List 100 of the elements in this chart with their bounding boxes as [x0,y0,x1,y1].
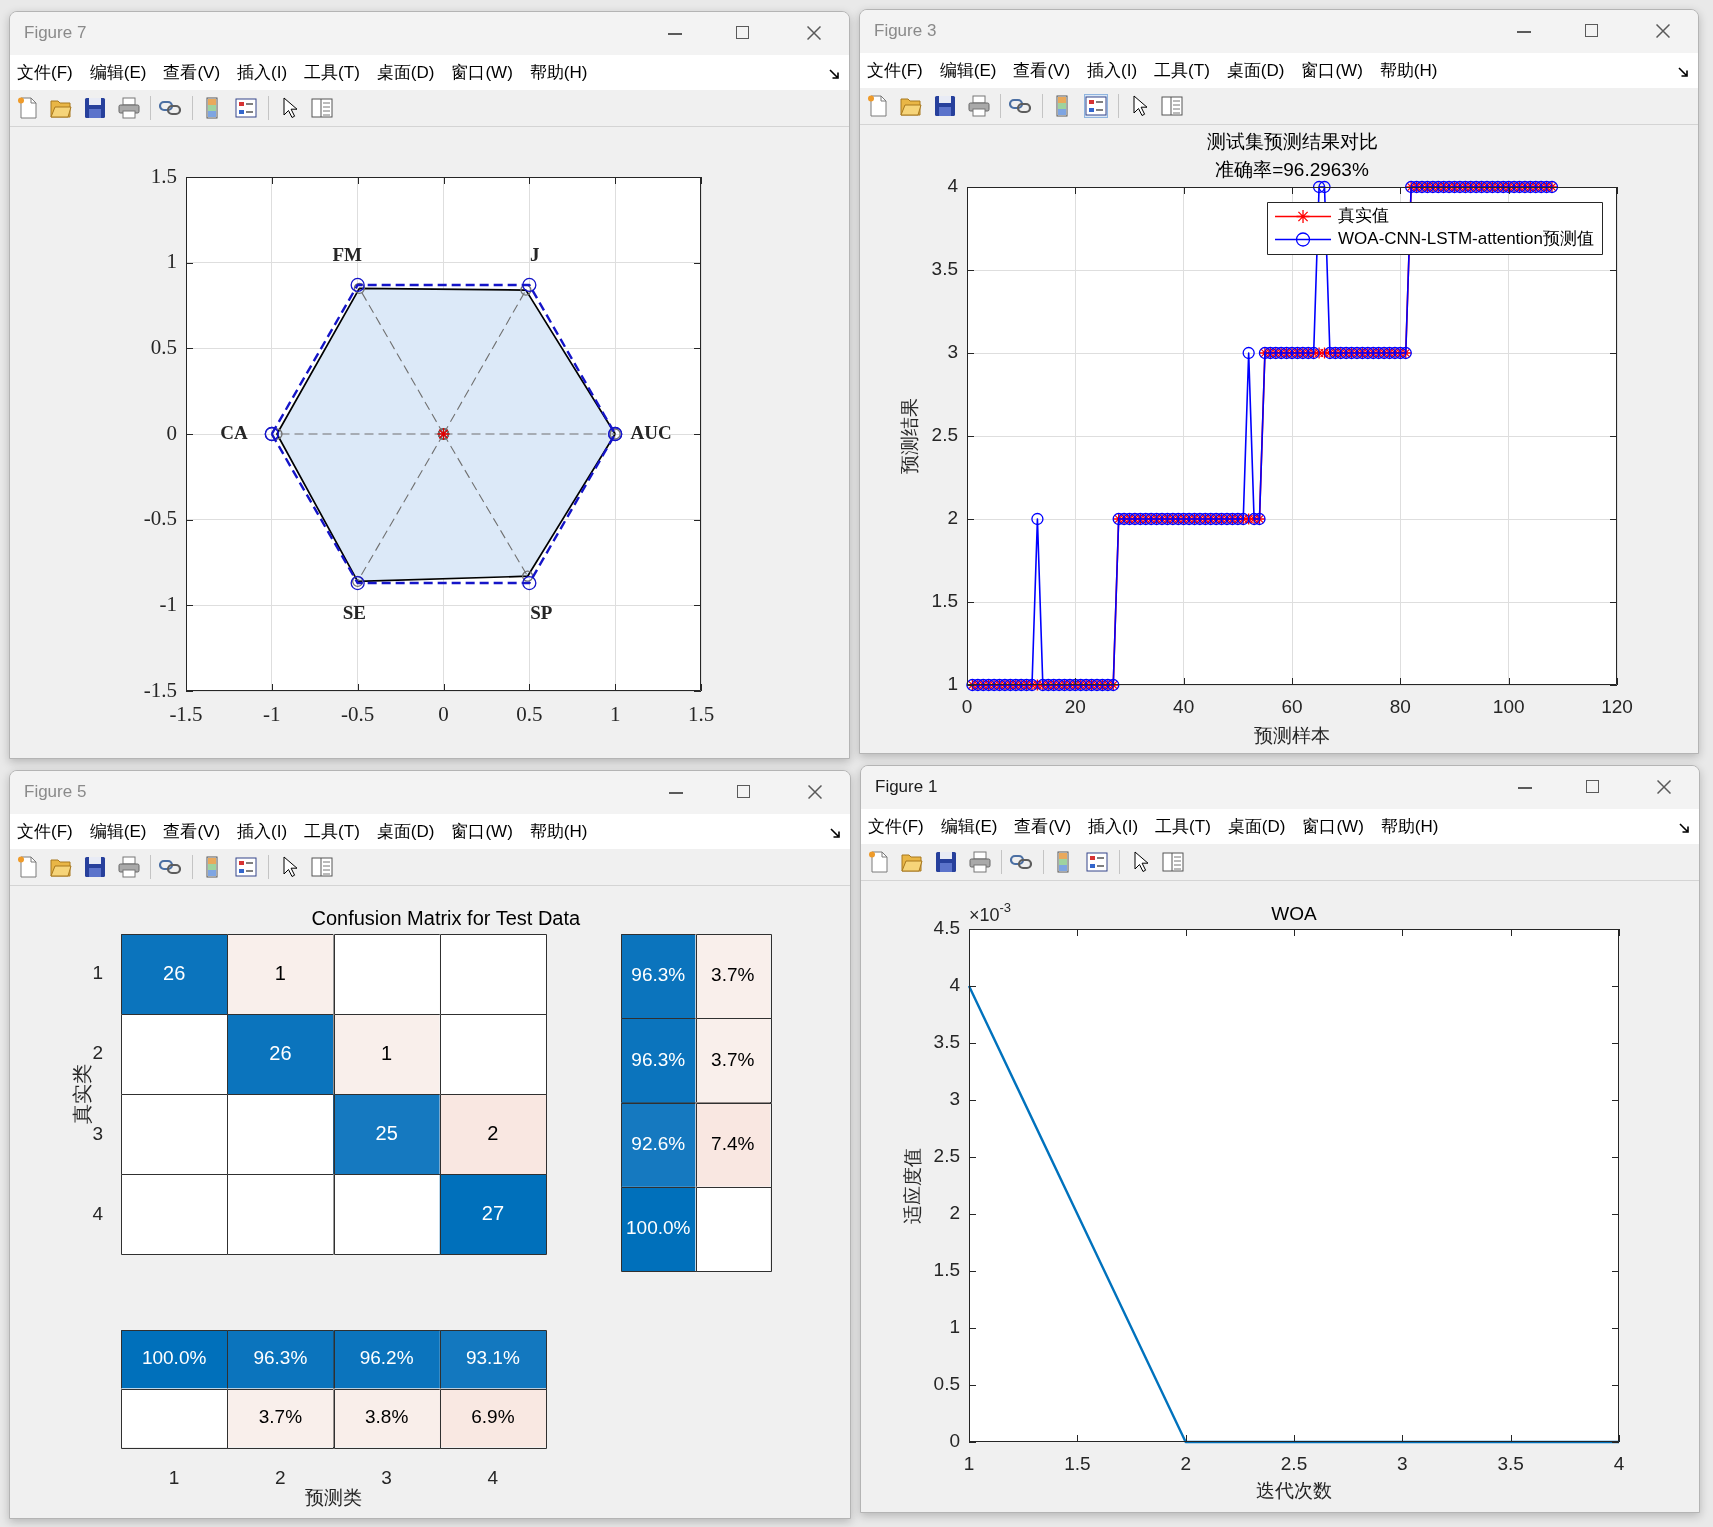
data-label: 3.7% [258,1405,303,1427]
text: 窗口(W) [451,821,513,842]
x-axis-title: 预测类 [305,1487,362,1509]
legend-label: 真实值 [1338,206,1390,226]
y-tick-label: 1 [947,673,958,695]
x-tick-label: 20 [1064,695,1086,717]
x-axis-title: 预测样本 [1254,725,1330,747]
chart-title: 测试集预测结果对比 [1206,131,1378,153]
x-tick-label: 2 [275,1466,286,1488]
text: 桌面(D) [376,821,435,842]
y-tick-label: 1 [92,962,103,984]
data-label: 1 [381,1041,393,1064]
y-tick-label: 2.5 [931,424,958,446]
x-tick-label: -0.5 [341,702,375,727]
text: 帮助(H) [529,62,588,83]
data-label: 25 [375,1121,398,1144]
data-label: 96.3% [631,1048,686,1070]
chart-title: WOA [1271,903,1318,925]
y-axis-title: 预测结果 [899,398,921,474]
text: 工具(T) [304,821,360,842]
chart-title: Confusion Matrix for Test Data [311,906,582,929]
x-tick-label: 120 [1601,695,1633,717]
annotation: SE [342,601,367,623]
data-label: 96.3% [253,1347,308,1369]
x-tick-label: 3.5 [1497,1452,1524,1474]
y-tick-label: 3 [947,341,958,363]
text: 插入(I) [1088,816,1139,837]
text: 窗口(W) [1301,60,1363,81]
x-tick-label: 0.5 [516,702,543,727]
text: 文件(F) [17,821,73,842]
text: 查看(V) [163,821,221,842]
annotation: J [529,243,540,265]
y-tick-label: 2 [947,507,958,529]
y-tick-label: 0.5 [933,1373,960,1395]
text: 查看(V) [1014,816,1072,837]
x-tick-label: 3 [1397,1452,1408,1474]
y-axis-title: 真实类 [70,1064,93,1125]
y-tick-label: 2.5 [933,1145,960,1167]
data-label: 7.4% [711,1132,755,1154]
text: 文件(F) [17,62,73,83]
text: 帮助(H) [1379,60,1438,81]
data-label: 6.9% [471,1405,515,1427]
text: 查看(V) [163,62,221,83]
data-label: 3.7% [711,964,755,986]
data-label: 92.6% [631,1132,686,1154]
caption: Figure 5 [24,782,87,802]
annotation: AUC [630,421,672,443]
data-label: 100.0% [141,1347,207,1369]
caption: Figure 1 [875,777,938,797]
text: 编辑(E) [89,62,147,83]
x-tick-label: 4 [487,1466,499,1488]
text: 桌面(D) [1227,816,1286,837]
x-tick-label: 80 [1389,695,1411,717]
annotation: FM [332,243,363,265]
text: 插入(I) [237,62,288,83]
x-tick-label: 3 [381,1466,392,1488]
text: 工具(T) [1155,816,1211,837]
x-axis-title: 迭代次数 [1256,1480,1332,1502]
text: 工具(T) [1154,60,1210,81]
text: 工具(T) [304,62,360,83]
data-label: 27 [481,1202,504,1225]
x-tick-label: 60 [1281,695,1303,717]
y-tick-label: 0 [949,1430,960,1452]
x-tick-label: 40 [1173,695,1195,717]
y-tick-label: 4 [947,175,959,197]
data-label: 3.8% [364,1405,409,1427]
data-label: 26 [163,961,186,984]
x-tick-label: 1.5 [1064,1452,1091,1474]
text: 查看(V) [1013,60,1071,81]
x-tick-label: -1 [263,702,281,727]
data-label: 2 [487,1121,499,1144]
data-label: 93.1% [465,1347,520,1369]
data-label: 26 [269,1041,292,1064]
text: 桌面(D) [376,62,435,83]
annotation: SP [530,601,553,623]
legend-label: WOA-CNN-LSTM-attention预测值 [1338,229,1594,249]
text: 窗口(W) [1302,816,1364,837]
y-tick-label: 2 [92,1042,103,1064]
data-label: 96.3% [631,964,686,986]
y-tick-label: 3.5 [933,1031,960,1053]
x-tick-label: 1 [963,1452,975,1474]
y-tick-label: -0.5 [143,506,177,531]
y-tick-label: 4.5 [933,917,960,939]
data-label: 3.7% [711,1048,755,1070]
text: 帮助(H) [529,821,588,842]
text: 文件(F) [868,816,924,837]
chart-subtitle: 准确率=96.2963% [1215,159,1369,181]
x-tick-label: 100 [1492,695,1525,717]
x-tick-label: 2.5 [1280,1452,1308,1474]
data-label: 1 [274,961,286,984]
caption: Figure 7 [24,23,87,43]
annotation: CA [220,421,248,443]
data-label: 96.2% [359,1347,414,1369]
y-tick-label: -1 [159,591,177,616]
text: 编辑(E) [89,821,147,842]
y-axis-title: 适应度值 [902,1147,924,1224]
y-tick-label: 1 [166,249,177,274]
y-tick-label: 1 [949,1316,960,1338]
x-tick-label: 1 [609,702,621,727]
x-tick-label: 0 [438,702,449,727]
